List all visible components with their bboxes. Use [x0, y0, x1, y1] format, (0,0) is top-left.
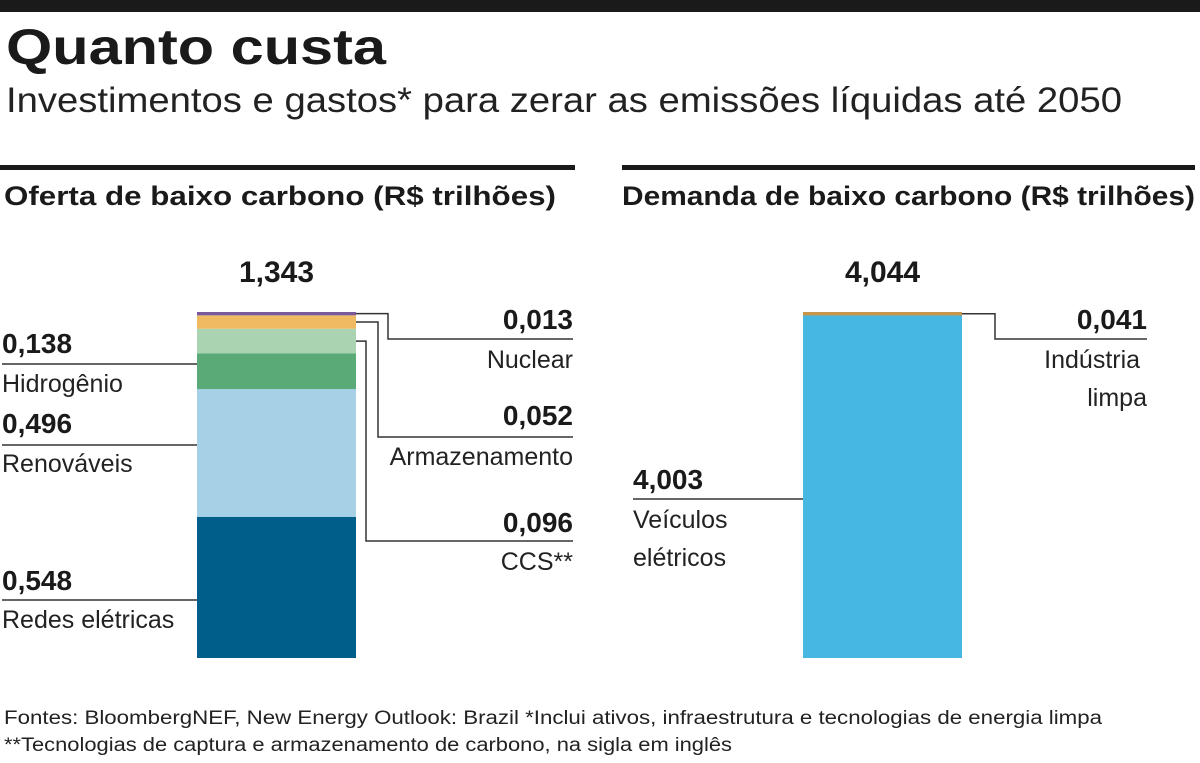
total-label: 1,343 [239, 256, 314, 289]
series-label: Indústria limpa [1044, 346, 1147, 412]
section-rule [622, 165, 1195, 170]
series-label: Hidrogênio [2, 370, 123, 398]
bar-segment [197, 389, 356, 517]
leader-line [962, 313, 1147, 340]
bar-segment [803, 312, 962, 316]
bar-segment [803, 315, 962, 658]
series-label: Armazenamento [390, 443, 573, 471]
bar-segment [197, 516, 356, 658]
leader-line [356, 312, 573, 340]
value-label: 0,138 [2, 328, 72, 359]
series-label: Nuclear [487, 346, 573, 374]
chart-title: Demanda de baixo carbono (R$ trilhões) [622, 181, 1195, 211]
leader-line [356, 321, 573, 438]
section-rule [0, 165, 575, 170]
footnote: **Tecnologias de captura e armazenamento… [4, 735, 732, 756]
total-label: 4,044 [845, 256, 920, 289]
footnote: Fontes: BloombergNEF, New Energy Outlook… [4, 708, 1103, 729]
chart-title: Oferta de baixo carbono (R$ trilhões) [4, 181, 556, 211]
value-label: 0,041 [1077, 304, 1147, 335]
subtitle: Investimentos e gastos* para zerar as em… [6, 81, 1122, 120]
top-rule [0, 0, 1200, 12]
series-label: Veículos elétricos [633, 506, 734, 572]
value-label: 0,548 [2, 565, 72, 596]
leader-line [356, 340, 573, 542]
bar-segment [197, 328, 356, 354]
series-label: CCS** [501, 548, 574, 576]
bar-segment [197, 315, 356, 329]
bar-segment [197, 353, 356, 390]
bar-segment [197, 312, 356, 316]
value-label: 0,052 [503, 400, 573, 431]
value-label: 0,496 [2, 408, 72, 439]
title: Quanto custa [6, 19, 387, 75]
value-label: 0,096 [503, 507, 573, 538]
value-label: 4,003 [633, 464, 703, 495]
series-label: Redes elétricas [2, 606, 174, 634]
value-label: 0,013 [503, 304, 573, 335]
series-label: Renováveis [2, 450, 133, 478]
